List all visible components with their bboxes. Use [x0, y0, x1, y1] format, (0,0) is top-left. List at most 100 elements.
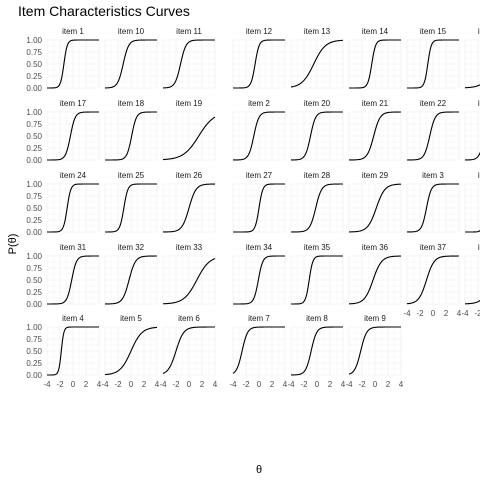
panel-grid	[232, 326, 286, 376]
y-tick-label: 0.00	[26, 156, 42, 165]
facet-panel: item 26	[162, 171, 216, 233]
icc-curve-line	[406, 255, 459, 305]
panel-grid	[104, 183, 158, 233]
icc-curve-line	[232, 326, 285, 374]
x-tick-label: 4	[399, 380, 404, 389]
facet-panel: item 12	[232, 27, 286, 89]
x-tick-label: 4	[283, 380, 288, 389]
x-tick-label: -4	[345, 380, 353, 389]
y-tick-label: 0.75	[26, 48, 42, 57]
y-tick-label: 1.00	[26, 180, 42, 189]
facet-panel: item 10	[104, 27, 158, 89]
x-tick-label: -4	[159, 380, 167, 389]
icc-curve-line	[464, 299, 480, 305]
x-tick-label: 2	[386, 380, 391, 389]
icc-curve-line	[348, 255, 402, 305]
facet-panel: item 31 0.00 0.25 0.50 0.75 1.00	[26, 243, 100, 309]
x-tick-label: 0	[315, 380, 320, 389]
x-tick-label: -2	[56, 380, 64, 389]
facet-panel: item 29	[348, 171, 402, 233]
panel-grid	[348, 111, 402, 161]
panel-strip-label: item 10	[118, 27, 145, 36]
x-tick-label: 4	[155, 380, 160, 389]
panel-grid	[290, 183, 344, 233]
facet-panel: item 16	[464, 27, 480, 89]
icc-curve-line	[105, 111, 157, 161]
x-tick-label: 4	[213, 380, 218, 389]
y-tick-label: 0.25	[26, 359, 42, 368]
icc-curve-line	[47, 255, 99, 305]
x-tick-label: 4	[341, 380, 346, 389]
x-tick-label: 0	[431, 309, 436, 318]
x-tick-label: -2	[474, 309, 480, 318]
panel-grid	[464, 183, 480, 233]
panel-strip-label: item 16	[478, 27, 480, 36]
facet-panel: item 23	[464, 99, 480, 161]
panel-strip-label: item 8	[306, 314, 328, 323]
panel-strip-label: item 17	[60, 99, 87, 108]
facet-panel: item 34	[232, 243, 286, 305]
facet-panel: item 36	[348, 243, 402, 305]
panel-grid	[46, 255, 100, 305]
facet-panel: item 14	[348, 27, 402, 89]
y-tick-label: 0.75	[26, 264, 42, 273]
facet-panel: item 17 0.00 0.25 0.50 0.75 1.00	[26, 99, 100, 165]
x-tick-label: -2	[358, 380, 366, 389]
x-tick-label: 2	[270, 380, 275, 389]
facet-panel: item 8 -4 -2 0 2 4	[287, 314, 345, 389]
facet-panel: item 18	[104, 99, 158, 161]
x-tick-label: 0	[71, 380, 76, 389]
panel-strip-label: item 26	[176, 171, 203, 180]
chart-title: Item Characteristics Curves	[18, 3, 190, 19]
x-tick-label: -4	[101, 380, 109, 389]
icc-curve-line	[47, 326, 99, 376]
panel-grid	[464, 39, 480, 89]
panel-strip-label: item 30	[478, 171, 480, 180]
y-tick-label: 0.50	[26, 132, 42, 141]
icc-curve-line	[464, 151, 480, 161]
panel-strip-label: item 27	[246, 171, 273, 180]
facet-panel: item 32	[104, 243, 158, 305]
x-tick-label: -4	[403, 309, 411, 318]
panel-grid	[46, 183, 100, 233]
icc-curve-line	[233, 255, 285, 305]
icc-curve-line	[162, 116, 216, 161]
panel-grid	[464, 111, 480, 161]
icc-curve-line	[349, 39, 401, 89]
y-tick-label: 0.00	[26, 371, 42, 380]
y-tick-label: 0.00	[26, 84, 42, 93]
panel-grid	[406, 39, 460, 89]
facet-panel: item 28	[290, 171, 344, 233]
panel-strip-label: item 34	[246, 243, 273, 252]
panel-strip-label: item 38	[478, 243, 480, 252]
panel-grid	[46, 326, 100, 376]
x-tick-label: -4	[43, 380, 51, 389]
x-tick-label: 2	[200, 380, 205, 389]
panel-strip-label: item 1	[62, 27, 84, 36]
panel-strip-label: item 18	[118, 99, 145, 108]
panel-strip-label: item 12	[246, 27, 273, 36]
icc-curve-line	[290, 111, 343, 161]
facet-panel: item 21	[348, 99, 402, 161]
icc-curve-line	[47, 183, 99, 233]
facet-panel: item 2	[232, 99, 286, 161]
icc-curve-line	[291, 183, 344, 233]
panel-grid	[162, 111, 216, 161]
facet-panel: item 3	[406, 171, 460, 233]
y-tick-label: 1.00	[26, 323, 42, 332]
x-tick-label: 2	[142, 380, 147, 389]
panel-grid	[290, 39, 344, 89]
y-tick-label: 0.25	[26, 288, 42, 297]
panel-grid	[290, 111, 344, 161]
y-tick-label: 0.75	[26, 192, 42, 201]
x-tick-label: 0	[187, 380, 192, 389]
icc-curve-line	[105, 255, 157, 305]
panel-strip-label: item 2	[248, 99, 270, 108]
icc-curve-line	[464, 84, 480, 89]
facet-panel: item 33	[162, 243, 216, 305]
facet-panel: item 20	[290, 99, 344, 161]
x-tick-label: 0	[257, 380, 262, 389]
facet-panel: item 24 0.00 0.25 0.50 0.75 1.00	[26, 171, 100, 237]
y-tick-label: 1.00	[26, 36, 42, 45]
